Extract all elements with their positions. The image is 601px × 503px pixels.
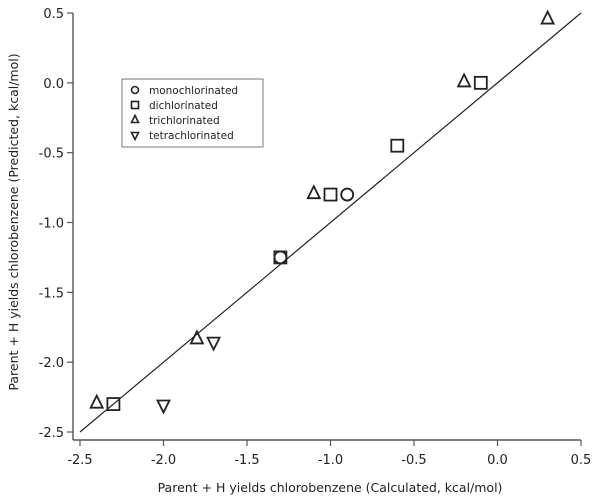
triangle-up-marker-icon: [130, 113, 140, 124]
triangle-up-marker-icon: [540, 9, 556, 25]
data-point-dichlorinated: [390, 138, 405, 153]
triangle-up-marker-icon: [89, 393, 105, 409]
circle-marker-icon: [273, 250, 288, 265]
legend: monochlorinated dichlorinated trichlorinat…: [121, 78, 264, 148]
x-tick-label: -1.0: [318, 453, 343, 468]
data-point-trichlorinated: [540, 9, 556, 25]
square-marker-icon: [106, 397, 121, 411]
y-tick-label: -0.5: [39, 147, 64, 162]
data-point-tetrachlorinated: [206, 336, 222, 352]
y-axis-title: Parent + H yields chlorobenzene (Predict…: [6, 53, 21, 390]
x-tick-label: -2.5: [67, 453, 92, 468]
triangle-down-marker-icon: [156, 399, 171, 415]
x-tick-label: 0.0: [487, 453, 508, 468]
x-tick-label: 0.5: [571, 453, 592, 468]
x-axis-title: Parent + H yields chlorobenzene (Calcula…: [158, 480, 503, 495]
circle-marker-icon: [130, 85, 140, 95]
triangle-down-marker-icon: [206, 336, 222, 352]
data-point-tetrachlorinated: [156, 399, 171, 415]
square-marker-icon: [130, 100, 140, 110]
legend-label: monochlorinated: [149, 85, 238, 97]
square-marker-icon: [323, 187, 338, 202]
triangle-up-marker-icon: [306, 184, 322, 200]
square-marker-icon: [473, 75, 488, 90]
reference-line: [79, 12, 582, 433]
legend-item-trichlorinated: trichlorinated: [130, 113, 220, 127]
legend-label: dichlorinated: [149, 100, 218, 112]
y-tick-label: -2.5: [39, 426, 64, 441]
data-point-dichlorinated: [323, 187, 338, 202]
data-point-trichlorinated: [89, 393, 105, 409]
square-marker-icon: [273, 250, 288, 265]
legend-label: trichlorinated: [149, 115, 220, 127]
y-tick-label: 0.5: [43, 7, 64, 22]
square-marker-icon: [390, 138, 405, 153]
y-tick-label: -1.5: [39, 286, 64, 301]
data-point-dichlorinated: [473, 75, 488, 90]
legend-item-tetrachlorinated: tetrachlorinated: [130, 130, 234, 142]
y-tick-label: -2.0: [39, 356, 64, 371]
triangle-up-marker-icon: [189, 329, 205, 345]
legend-label: tetrachlorinated: [149, 130, 234, 142]
data-point-trichlorinated: [306, 184, 322, 200]
y-tick-label: 0.0: [43, 77, 64, 92]
data-point-dichlorinated: [273, 250, 288, 265]
x-tick-label: -2.0: [151, 453, 176, 468]
x-tick-label: -0.5: [401, 453, 426, 468]
axes: 0.5 0.0 -0.5 -1.0 -1.5 -2.0 -2.5-2.5 -2.0 -1.5 -1…: [39, 7, 592, 468]
triangle-down-marker-icon: [130, 131, 140, 142]
y-equals-x-line: [79, 12, 582, 433]
data-point-monochlorinated: [273, 250, 288, 265]
legend-item-monochlorinated: monochlorinated: [130, 85, 238, 97]
data-point-trichlorinated: [189, 329, 205, 345]
legend-item-dichlorinated: dichlorinated: [130, 100, 218, 112]
triangle-up-marker-icon: [456, 72, 472, 88]
legend-box: [121, 78, 264, 148]
data-point-dichlorinated: [106, 397, 121, 411]
y-tick-label: -1.0: [39, 217, 64, 232]
x-tick-label: -1.5: [234, 453, 259, 468]
data-points: [89, 9, 556, 415]
data-point-monochlorinated: [340, 187, 355, 202]
circle-marker-icon: [340, 187, 355, 202]
data-point-trichlorinated: [456, 72, 472, 88]
